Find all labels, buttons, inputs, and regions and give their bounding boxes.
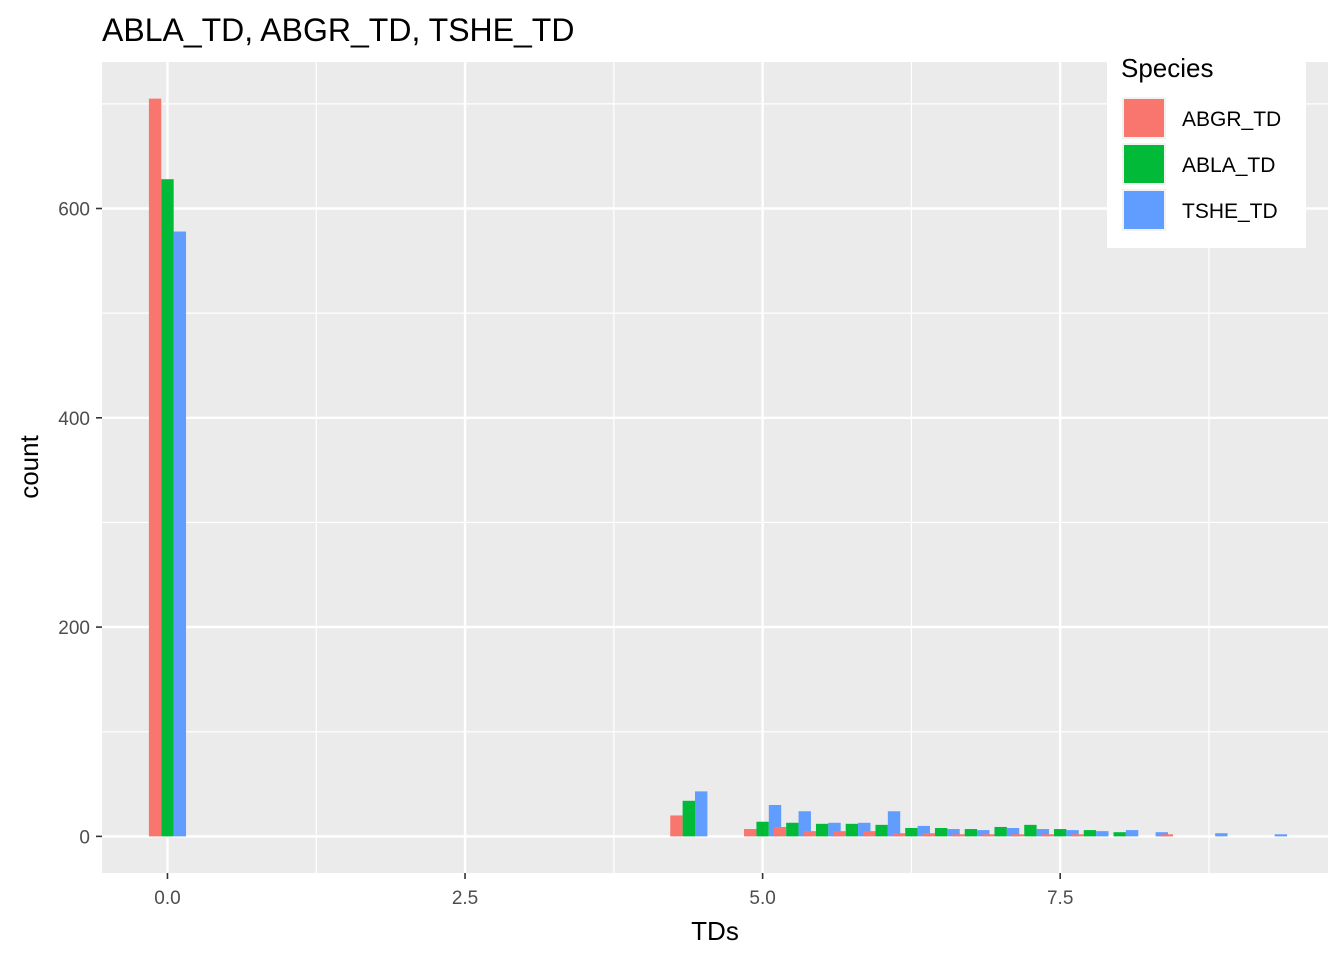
x-tick-label: 5.0 [749,888,775,909]
bar-abgr-td [982,834,995,837]
y-tick-label: 0 [79,827,90,848]
bar-tshe-td [1096,831,1109,837]
bar-abgr-td [892,833,906,837]
bar-abla-td [994,826,1007,837]
bar-abla-td [875,824,888,837]
bar-abla-td [1083,830,1097,837]
x-tick-label: 2.5 [452,888,478,909]
bar-tshe-td [1006,828,1020,837]
bar-abla-td [845,823,859,837]
y-tick-label: 400 [58,409,90,430]
bar-tshe-td [798,811,811,837]
bar-tshe-td [695,791,708,837]
legend-label: ABGR_TD [1182,108,1281,131]
bar-abla-td [1053,829,1067,837]
bar-abla-td [756,821,769,837]
y-tick-label: 200 [58,618,90,639]
bar-abla-td [1024,824,1037,837]
legend: Species ABGR_TD ABLA_TD TSHE_TD [1107,50,1306,248]
x-axis-ticks: 0.0 2.5 5.0 7.5 [154,873,1073,909]
bar-abgr-td [952,834,965,837]
y-axis-ticks: 0 200 400 600 [58,200,102,848]
x-tick-label: 7.5 [1047,888,1073,909]
legend-label: TSHE_TD [1182,200,1278,223]
x-tick-label: 0.0 [154,888,180,909]
legend-items: ABGR_TD ABLA_TD TSHE_TD [1122,97,1281,231]
bar-tshe-td [1274,834,1288,837]
chart-title: ABLA_TD, ABGR_TD, TSHE_TD [102,12,574,48]
bar-tshe-td [1215,833,1228,837]
bar-tshe-td [1036,829,1049,837]
x-axis-title: TDs [691,916,739,946]
legend-label: ABLA_TD [1182,154,1275,177]
bar-abla-td [682,800,696,837]
bar-abla-td [161,179,174,837]
bar-abgr-td [670,815,683,837]
bar-tshe-td [887,811,901,837]
bar-abgr-td [148,98,162,837]
bar-tshe-td [947,829,960,837]
bar-abgr-td [744,829,757,837]
legend-key-abgr-td [1124,99,1164,137]
bar-abla-td [905,828,918,837]
bar-abla-td [1113,832,1126,837]
bar-abla-td [964,829,978,837]
y-tick-label: 600 [58,200,90,221]
bar-abgr-td [922,833,935,837]
bar-abla-td [934,828,948,837]
y-axis-title: count [14,434,44,498]
bar-tshe-td [977,830,990,837]
bar-abgr-td [1041,834,1054,837]
bar-abgr-td [803,831,816,837]
bar-abgr-td [863,831,876,837]
bar-abgr-td [773,826,787,837]
legend-key-tshe-td [1124,191,1164,229]
bar-tshe-td [1125,830,1139,837]
bar-tshe-td [1066,830,1079,837]
legend-title: Species [1121,53,1214,83]
bar-abgr-td [833,831,846,837]
bar-abla-td [815,823,829,837]
bar-tshe-td [917,825,930,837]
bar-abgr-td [1160,834,1174,837]
bar-abgr-td [1011,834,1025,837]
bar-abgr-td [1071,834,1084,837]
bar-abla-td [786,822,799,837]
legend-key-abla-td [1124,145,1164,183]
bar-tshe-td [173,231,187,837]
bars [148,98,1288,837]
